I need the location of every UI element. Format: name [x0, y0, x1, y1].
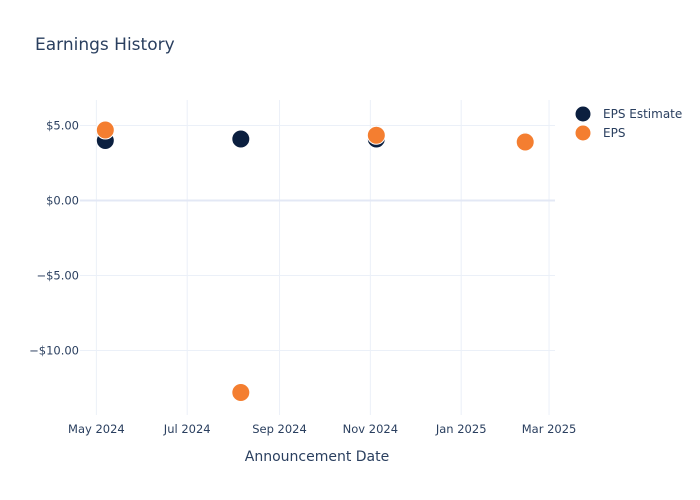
- x-tick-label: Mar 2025: [522, 422, 577, 436]
- x-axis-ticks: May 2024 Jul 2024 Sep 2024 Nov 2024 Jan 2025…: [68, 422, 576, 436]
- legend-marker: [574, 124, 592, 142]
- data-point[interactable]: [95, 120, 115, 140]
- legend-label: EPS Estimate: [603, 107, 682, 121]
- series-eps-estimate: [95, 129, 535, 151]
- data-point[interactable]: [366, 125, 386, 145]
- y-tick-label: $5.00: [46, 119, 79, 133]
- series-eps: [95, 120, 535, 402]
- x-tick-label: Jul 2024: [163, 422, 211, 436]
- x-tick-label: Jan 2025: [435, 422, 487, 436]
- legend-item[interactable]: EPS: [574, 124, 625, 142]
- y-axis-ticks: $5.00 $0.00 −$5.00 −$10.00: [29, 119, 79, 358]
- y-tick-label: $0.00: [46, 194, 79, 208]
- legend-label: EPS: [603, 126, 625, 140]
- y-tick-label: −$10.00: [29, 344, 79, 358]
- chart-title: Earnings History: [35, 35, 175, 55]
- grid-lines: [80, 100, 555, 415]
- x-tick-label: Sep 2024: [252, 422, 307, 436]
- data-points: [95, 120, 535, 402]
- x-tick-label: May 2024: [68, 422, 125, 436]
- x-tick-label: Nov 2024: [343, 422, 398, 436]
- x-axis-title: Announcement Date: [245, 449, 389, 465]
- legend[interactable]: EPS Estimate EPS: [574, 105, 682, 142]
- data-point[interactable]: [231, 129, 251, 149]
- y-tick-label: −$5.00: [36, 269, 79, 283]
- legend-item[interactable]: EPS Estimate: [574, 105, 682, 123]
- data-point[interactable]: [515, 132, 535, 152]
- data-point[interactable]: [231, 383, 251, 402]
- legend-marker: [574, 105, 592, 123]
